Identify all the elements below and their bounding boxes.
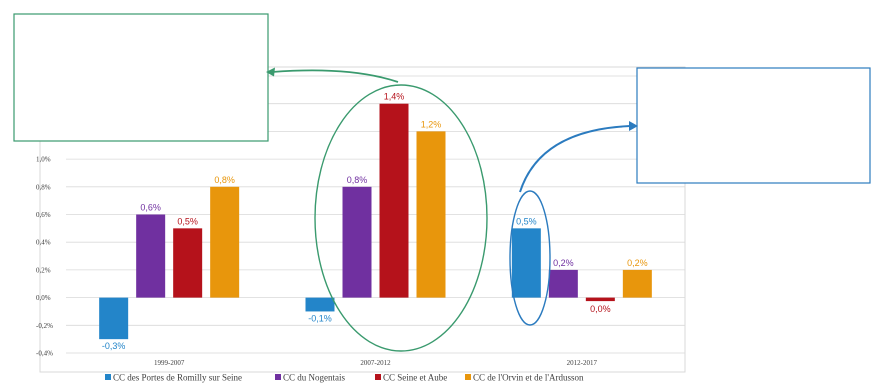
y-tick-label: 0,8%: [36, 183, 51, 191]
y-tick-label: -0,2%: [36, 322, 53, 330]
highlight-ellipse-2012-2017: [509, 190, 551, 326]
data-label: 1,4%: [384, 92, 405, 102]
y-tick-label: -0,4%: [36, 350, 53, 358]
legend-label: CC du Nogentais: [283, 373, 345, 383]
bar: [585, 297, 615, 302]
legend-swatch: [275, 374, 281, 380]
bar: [173, 228, 203, 298]
x-tick-label: 2007-2012: [360, 359, 391, 367]
data-label: 0,8%: [347, 175, 368, 185]
x-axis-labels: 1999-2007 2007-2012 2012-2017: [154, 359, 597, 367]
bar: [99, 297, 129, 340]
y-tick-label: 0,2%: [36, 266, 51, 274]
data-label: 0,2%: [553, 258, 574, 268]
data-labels: -0,3% 0,6% 0,5% 0,8% -0,1% 0,8% 1,4% 1,2% 0,5% 0,…: [102, 92, 648, 351]
y-tick-label: 0,6%: [36, 211, 51, 219]
arrow-head-left: [266, 67, 275, 77]
legend-label: CC des Portes de Romilly sur Seine: [113, 373, 242, 383]
bar: [210, 186, 240, 298]
data-label: -0,1%: [308, 313, 332, 323]
data-label: 1,2%: [421, 119, 442, 129]
bar: [416, 131, 446, 298]
x-tick-label: 2012-2017: [567, 359, 598, 367]
arrow-head-right: [629, 121, 638, 131]
x-tick-label: 1999-2007: [154, 359, 185, 367]
arrow-to-left-callout: [271, 69, 399, 83]
bar: [622, 269, 652, 298]
bar: [342, 186, 372, 298]
legend: CC des Portes de Romilly sur Seine CC du …: [105, 373, 584, 383]
y-tick-label: 0,0%: [36, 294, 51, 302]
data-label: 0,8%: [214, 175, 235, 185]
arrow-to-right-callout: [519, 125, 631, 193]
legend-label: CC de l'Orvin et de l'Ardusson: [473, 373, 584, 383]
bar: [511, 228, 541, 298]
bars: [99, 103, 652, 340]
callout-box-right: [636, 67, 871, 184]
data-label: 0,5%: [177, 216, 198, 226]
y-tick-label: 1,0%: [36, 156, 51, 164]
y-tick-label: 0,4%: [36, 239, 51, 247]
data-label: -0,3%: [102, 341, 126, 351]
data-label: 0,2%: [627, 258, 648, 268]
data-label: 0,0%: [590, 304, 611, 314]
data-label: 0,5%: [516, 216, 537, 226]
legend-label: CC Seine et Aube: [383, 373, 447, 383]
legend-swatch: [375, 374, 381, 380]
legend-swatch: [105, 374, 111, 380]
bar: [379, 103, 409, 298]
bar: [548, 269, 578, 298]
data-label: 0,6%: [140, 203, 161, 213]
legend-swatch: [465, 374, 471, 380]
bar: [305, 297, 335, 312]
callout-box-left: [13, 13, 269, 142]
bar: [136, 214, 166, 298]
highlight-ellipse-2007-2012: [314, 84, 488, 352]
